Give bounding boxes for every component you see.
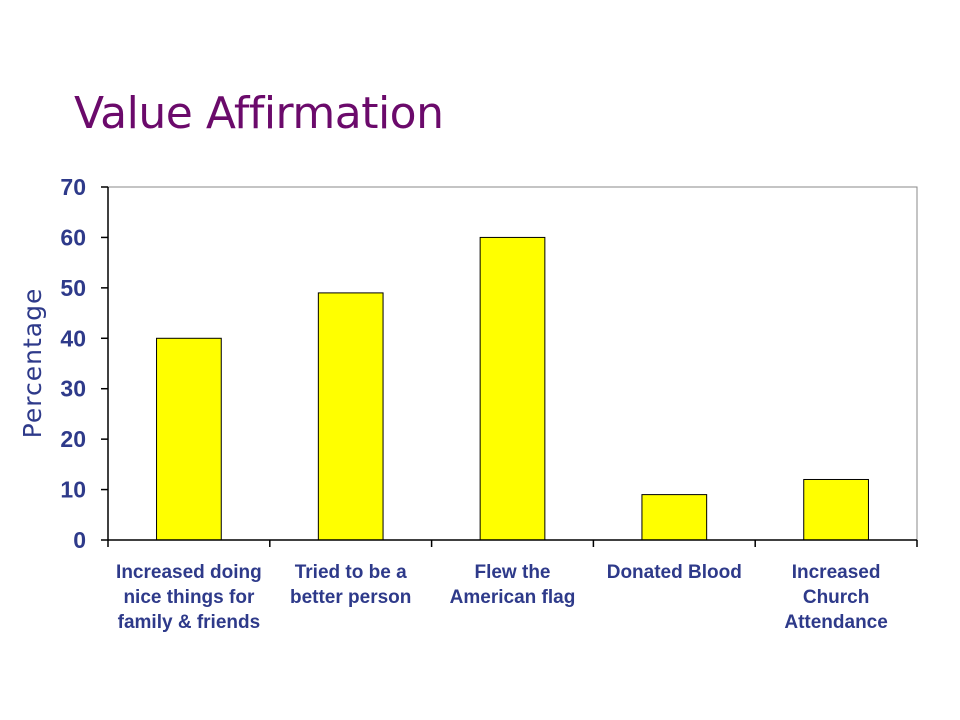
bar (803, 478, 869, 541)
bar (479, 236, 546, 541)
x-category-label-line: Increased doing (116, 562, 262, 583)
x-category-label: Tried to be a better person (290, 562, 411, 608)
y-tick-label: 0 (73, 527, 86, 553)
x-category-label: Increased Church Attendance (784, 562, 887, 633)
x-category-label-line: family & friends (118, 612, 261, 633)
x-category-label: Flew the American flag (450, 562, 576, 608)
x-category-label-line: nice things for (123, 587, 255, 608)
x-category-label-line: American flag (450, 587, 576, 608)
y-tick-label: 50 (60, 275, 86, 301)
slide-title: Value Affirmation (74, 88, 444, 139)
bar (156, 337, 222, 541)
x-category-label: Increased doing nice things for family & f… (116, 562, 262, 633)
y-tick-label: 70 (60, 174, 86, 200)
y-tick-label: 60 (60, 224, 86, 250)
y-tick-label: 10 (60, 477, 86, 503)
x-category-label-line: Church (803, 587, 870, 608)
x-category-label-line: Tried to be a (295, 562, 407, 583)
x-category-label-line: better person (290, 587, 411, 608)
x-category-label-line: Donated Blood (607, 562, 742, 583)
y-tick-label: 40 (60, 325, 86, 351)
y-tick-label: 30 (60, 376, 86, 402)
bar (641, 494, 708, 541)
x-category-label: Donated Blood (607, 562, 742, 583)
x-category-label-line: Flew the (474, 562, 550, 583)
y-tick-label: 20 (60, 426, 86, 452)
x-category-label-line: Increased (792, 562, 881, 583)
x-category-label-line: Attendance (784, 612, 887, 633)
y-axis-label: Percentage (18, 288, 47, 439)
bar (317, 292, 384, 541)
